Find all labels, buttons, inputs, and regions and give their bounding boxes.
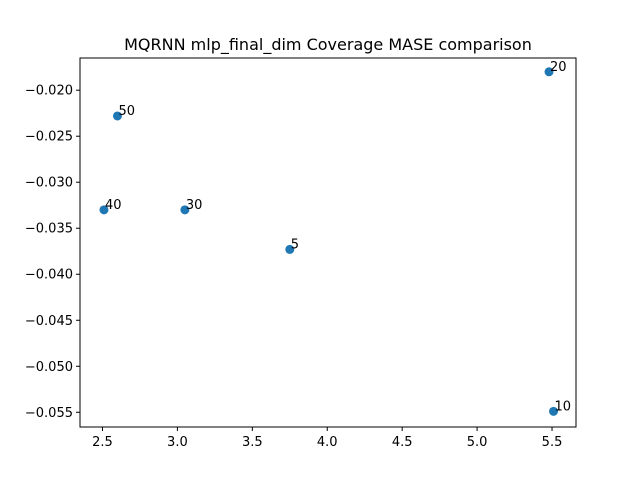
x-tick-label: 4.0 bbox=[317, 435, 338, 450]
x-tick-label: 3.0 bbox=[167, 435, 188, 450]
y-tick-label: −0.040 bbox=[25, 268, 73, 283]
axes-frame bbox=[79, 57, 577, 428]
scatter-point bbox=[112, 111, 122, 121]
point-label: 40 bbox=[105, 198, 122, 213]
x-tick-label: 3.5 bbox=[242, 435, 263, 450]
scatter-point bbox=[180, 205, 190, 215]
point-label: 5 bbox=[291, 237, 299, 252]
x-tick-label: 5.5 bbox=[542, 435, 563, 450]
scatter-point bbox=[544, 67, 554, 77]
scatter-point bbox=[549, 406, 559, 416]
y-tick-label: −0.025 bbox=[25, 130, 73, 145]
y-tick-label: −0.050 bbox=[25, 360, 73, 375]
point-label: 50 bbox=[118, 104, 135, 119]
x-tick-label: 5.0 bbox=[467, 435, 488, 450]
x-tick-label: 4.5 bbox=[392, 435, 413, 450]
y-tick-label: −0.035 bbox=[25, 222, 73, 237]
y-tick-label: −0.020 bbox=[25, 84, 73, 99]
plot-area: 2.5 3.0 3.5 4.0 4.5 5.0 5.5 −0.055 −0.050 −0.045 −… bbox=[25, 60, 571, 450]
scatter-point bbox=[285, 244, 295, 254]
point-label: 30 bbox=[186, 198, 203, 213]
chart-title: MQRNN mlp_final_dim Coverage MASE compar… bbox=[124, 35, 532, 55]
point-label: 10 bbox=[555, 399, 572, 414]
point-label: 20 bbox=[550, 60, 567, 75]
scatter-point bbox=[99, 205, 109, 215]
y-tick-label: −0.045 bbox=[25, 314, 73, 329]
y-tick-label: −0.055 bbox=[25, 406, 73, 421]
y-tick-label: −0.030 bbox=[25, 176, 73, 191]
x-tick-label: 2.5 bbox=[92, 435, 113, 450]
